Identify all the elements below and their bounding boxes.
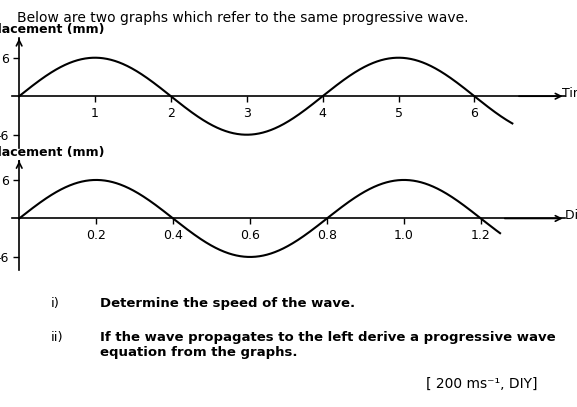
Text: Displacement (mm): Displacement (mm)	[0, 146, 105, 159]
Text: If the wave propagates to the left derive a progressive wave
equation from the g: If the wave propagates to the left deriv…	[100, 331, 556, 359]
Text: Time (ms): Time (ms)	[561, 87, 577, 99]
Text: ii): ii)	[50, 331, 63, 344]
Text: [ 200 ms⁻¹, DIY]: [ 200 ms⁻¹, DIY]	[426, 377, 538, 391]
Text: i): i)	[50, 298, 59, 311]
Text: Displacement (mm): Displacement (mm)	[0, 23, 105, 36]
Text: Below are two graphs which refer to the same progressive wave.: Below are two graphs which refer to the …	[17, 11, 469, 25]
Text: Determine the speed of the wave.: Determine the speed of the wave.	[100, 298, 355, 311]
Text: Distance (m): Distance (m)	[565, 209, 577, 222]
